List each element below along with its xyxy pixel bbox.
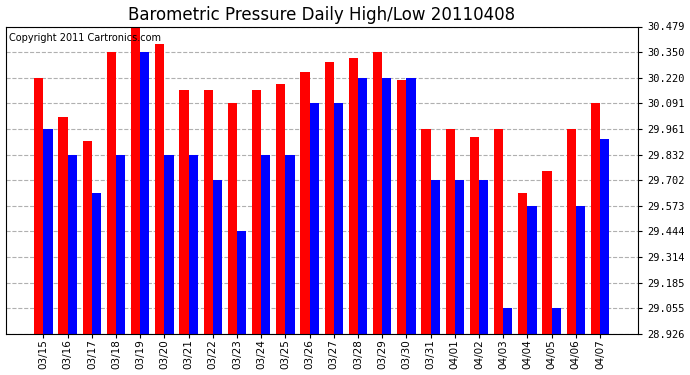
Bar: [188, 154, 198, 334]
Bar: [566, 129, 575, 334]
Bar: [228, 104, 237, 334]
Bar: [252, 90, 262, 334]
Bar: [262, 154, 270, 334]
Bar: [479, 180, 489, 334]
Bar: [591, 104, 600, 334]
Bar: [422, 129, 431, 334]
Bar: [204, 90, 213, 334]
Bar: [494, 129, 503, 334]
Bar: [140, 52, 150, 334]
Bar: [213, 180, 222, 334]
Bar: [431, 180, 440, 334]
Bar: [276, 84, 286, 334]
Bar: [406, 78, 415, 334]
Bar: [179, 90, 188, 334]
Bar: [349, 58, 358, 334]
Bar: [300, 72, 310, 334]
Bar: [397, 80, 406, 334]
Bar: [83, 141, 92, 334]
Bar: [286, 154, 295, 334]
Bar: [92, 193, 101, 334]
Bar: [43, 129, 52, 334]
Bar: [542, 171, 551, 334]
Bar: [324, 62, 334, 334]
Bar: [600, 139, 609, 334]
Bar: [237, 231, 246, 334]
Bar: [68, 154, 77, 334]
Bar: [575, 206, 585, 334]
Bar: [551, 309, 561, 334]
Bar: [116, 154, 126, 334]
Bar: [164, 154, 174, 334]
Title: Barometric Pressure Daily High/Low 20110408: Barometric Pressure Daily High/Low 20110…: [128, 6, 515, 24]
Bar: [107, 52, 116, 334]
Bar: [131, 27, 140, 334]
Bar: [382, 78, 391, 334]
Bar: [373, 52, 382, 334]
Bar: [155, 44, 164, 334]
Bar: [34, 78, 43, 334]
Bar: [334, 104, 343, 334]
Bar: [446, 129, 455, 334]
Bar: [358, 78, 367, 334]
Bar: [310, 104, 319, 334]
Bar: [470, 137, 479, 334]
Bar: [518, 193, 527, 334]
Text: Copyright 2011 Cartronics.com: Copyright 2011 Cartronics.com: [9, 33, 161, 43]
Bar: [503, 309, 513, 334]
Bar: [59, 117, 68, 334]
Bar: [455, 180, 464, 334]
Bar: [527, 206, 537, 334]
